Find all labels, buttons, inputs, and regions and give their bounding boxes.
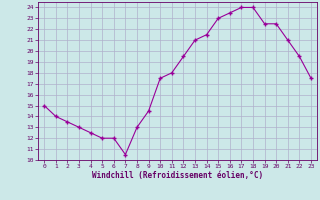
X-axis label: Windchill (Refroidissement éolien,°C): Windchill (Refroidissement éolien,°C): [92, 171, 263, 180]
